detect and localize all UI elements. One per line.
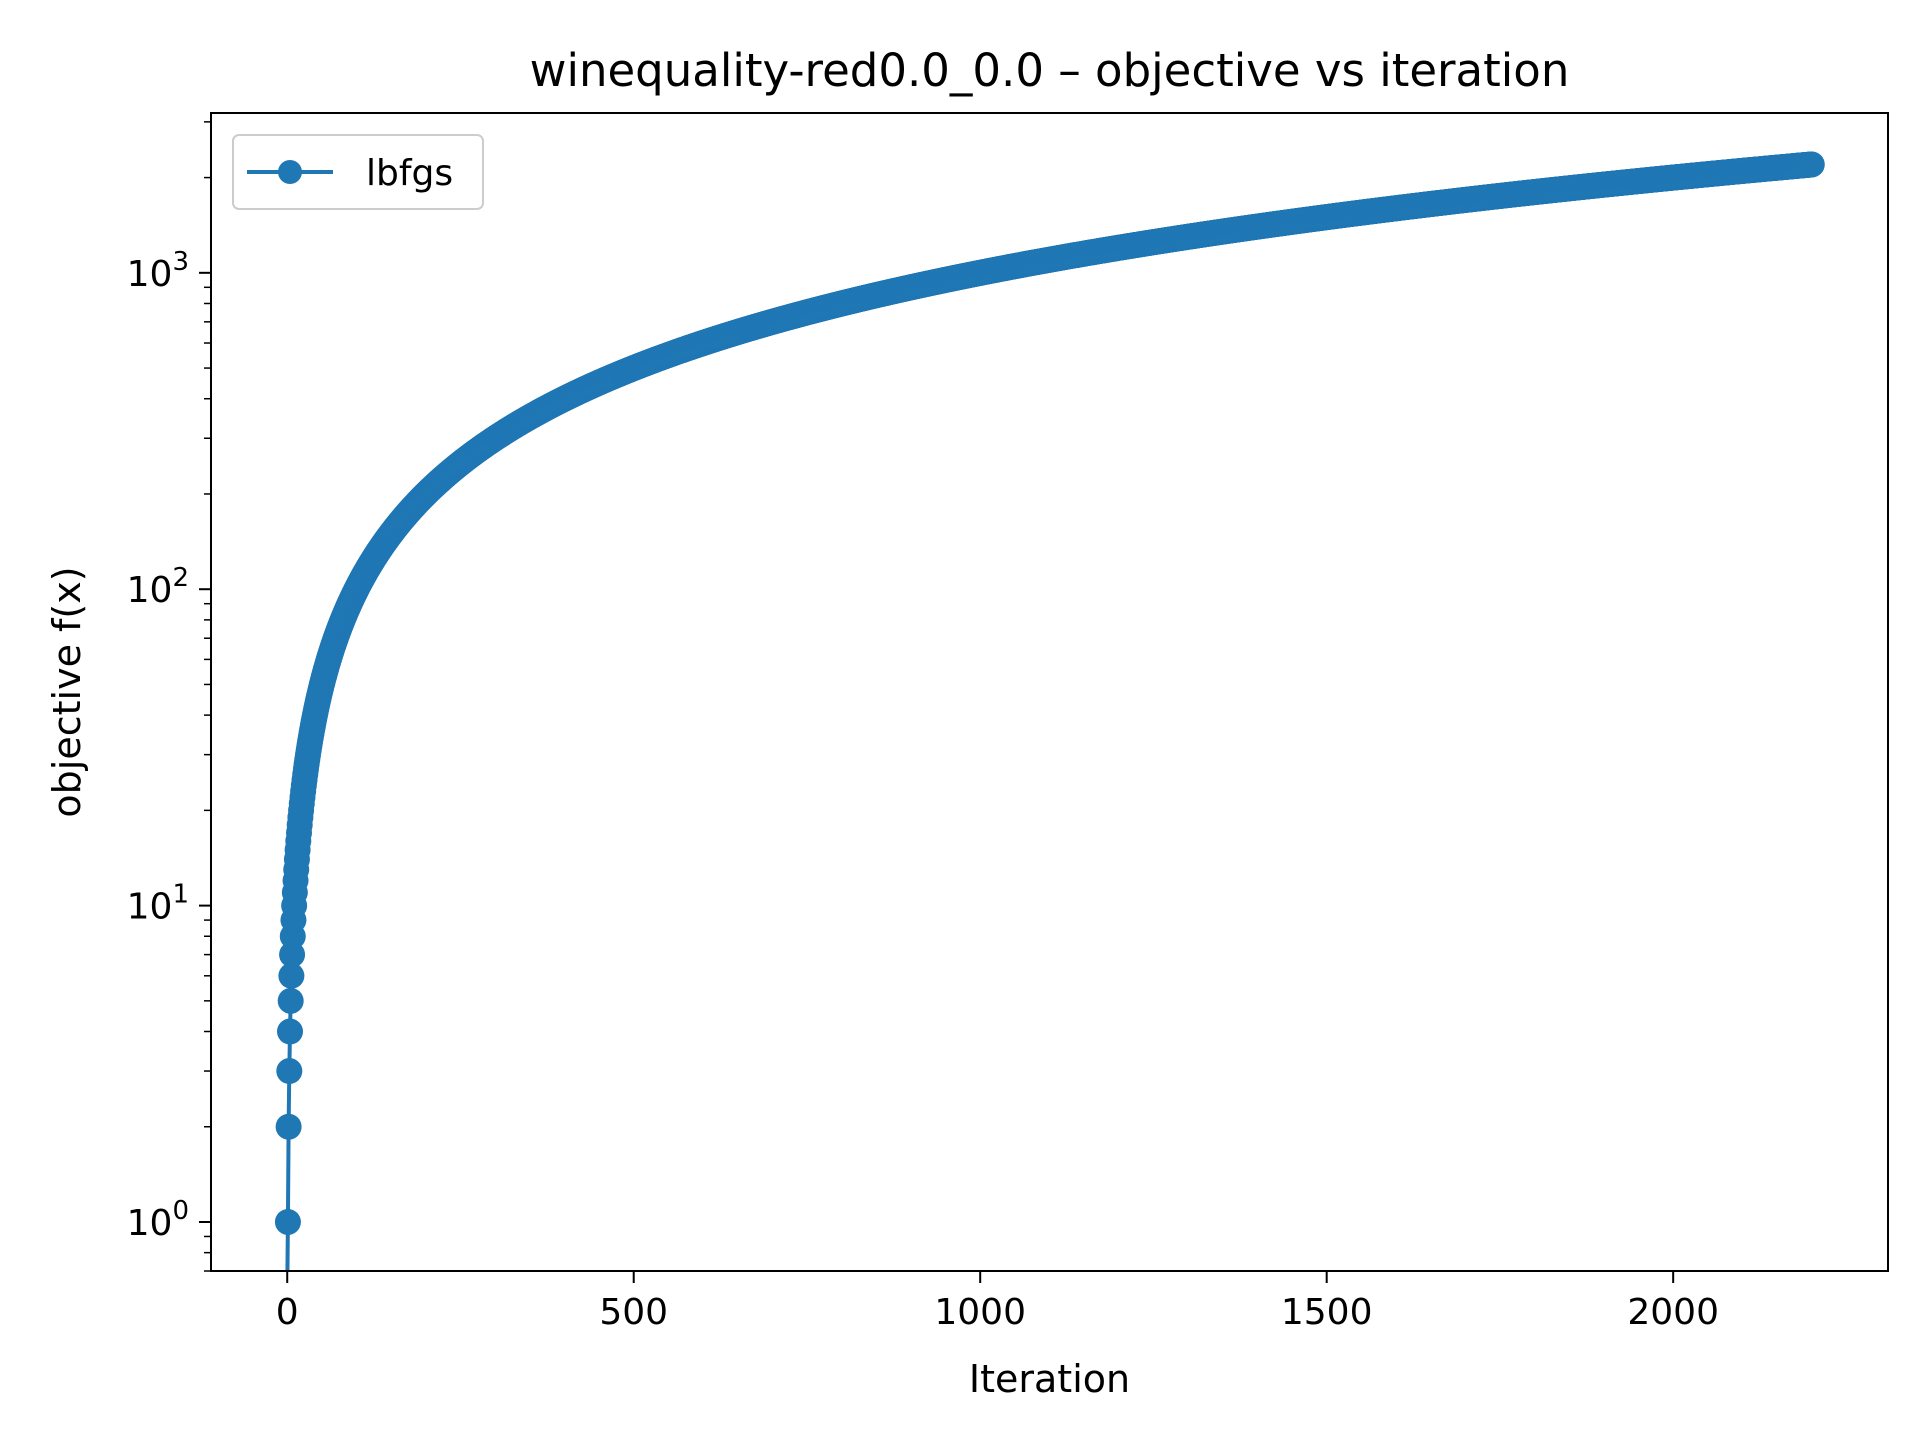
x-tick-label: 2000 — [1627, 1292, 1719, 1333]
x-tick-label: 1000 — [934, 1292, 1026, 1333]
chart-title: winequality-red0.0_0.0 – objective vs it… — [530, 44, 1570, 97]
legend-marker-swatch — [278, 160, 302, 184]
legend-box — [232, 134, 484, 210]
y-tick-label: 101 — [127, 880, 189, 928]
data-point — [275, 1113, 302, 1140]
y-tick-label: 100 — [127, 1196, 189, 1244]
data-point — [279, 941, 306, 968]
data-point — [274, 1208, 301, 1235]
plot-frame — [210, 112, 1889, 1272]
legend-label-lbfgs: lbfgs — [366, 153, 453, 194]
data-point — [277, 1018, 303, 1045]
x-tick-label: 0 — [276, 1292, 299, 1333]
data-point — [278, 962, 305, 989]
y-tick-label: 102 — [127, 563, 189, 611]
y-axis: 100 101 102 103 — [127, 121, 211, 1272]
y-tick-label: 103 — [127, 247, 189, 295]
data-point — [277, 987, 304, 1014]
x-tick-label: 500 — [599, 1292, 668, 1333]
x-axis-label: Iteration — [969, 1357, 1130, 1401]
x-tick-label: 1500 — [1281, 1292, 1373, 1333]
x-axis: 0 500 1000 1500 2000 — [276, 1271, 1719, 1333]
data-point — [1798, 151, 1825, 178]
series-markers-lbfgs — [274, 151, 1825, 1235]
data-point — [276, 1058, 303, 1085]
legend: lbfgs — [232, 134, 484, 210]
y-axis-label: objective f(x) — [45, 566, 89, 817]
plot-layer — [274, 151, 1825, 1271]
